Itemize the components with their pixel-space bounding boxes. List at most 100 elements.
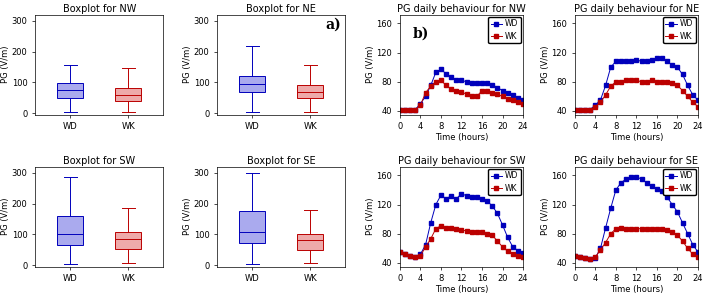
WD [658, 57, 666, 60]
WD [427, 84, 435, 87]
PathPatch shape [57, 83, 83, 98]
Y-axis label: PG (V/m): PG (V/m) [183, 198, 192, 235]
WK [478, 89, 486, 92]
Title: Boxplot for SE: Boxplot for SE [247, 156, 315, 166]
WK [519, 255, 527, 259]
WD [478, 81, 486, 84]
WK [406, 108, 415, 111]
WD [642, 181, 651, 185]
WD [627, 175, 635, 179]
Line: WK: WK [573, 226, 699, 260]
WK [498, 95, 507, 98]
WK [694, 255, 702, 259]
WD [647, 58, 656, 62]
WD [694, 250, 702, 254]
WD [591, 256, 599, 260]
WK [431, 227, 440, 230]
WD [601, 84, 610, 87]
WK [458, 228, 466, 232]
WD [467, 81, 476, 84]
WD [442, 197, 450, 200]
X-axis label: Time (hours): Time (hours) [610, 285, 663, 293]
WK [570, 254, 579, 258]
PathPatch shape [57, 216, 83, 245]
WD [586, 108, 594, 111]
WD [458, 192, 466, 195]
WK [694, 105, 702, 108]
WK [683, 247, 692, 250]
Title: Boxplot for NW: Boxplot for NW [63, 4, 136, 14]
WD [416, 102, 424, 105]
WK [401, 108, 410, 111]
WK [472, 231, 481, 234]
WK [658, 80, 666, 84]
WK [508, 253, 517, 256]
WD [627, 59, 635, 63]
WK [411, 255, 419, 259]
WK [591, 105, 599, 108]
WK [452, 89, 460, 92]
WD [576, 108, 584, 111]
WK [467, 230, 476, 233]
Line: WK: WK [398, 79, 525, 111]
WD [658, 190, 666, 193]
PathPatch shape [239, 211, 265, 243]
WK [401, 253, 410, 256]
WD [436, 68, 445, 71]
Title: PG daily behaviour for SW: PG daily behaviour for SW [398, 156, 525, 166]
WK [612, 80, 620, 84]
WD [689, 93, 697, 97]
WK [514, 254, 522, 258]
WK [416, 103, 424, 107]
WK [596, 248, 605, 252]
WD [514, 96, 522, 100]
WK [632, 79, 641, 82]
WD [612, 188, 620, 192]
WD [653, 57, 661, 60]
WD [472, 195, 481, 199]
WD [612, 59, 620, 63]
WD [396, 250, 404, 254]
WD [503, 91, 512, 95]
WD [678, 221, 687, 225]
Y-axis label: PG (V/m): PG (V/m) [183, 46, 192, 84]
WD [427, 221, 435, 225]
WK [488, 91, 496, 95]
WK [606, 84, 615, 88]
WD [647, 185, 656, 188]
Title: PG daily behaviour for NE: PG daily behaviour for NE [574, 4, 699, 14]
WK [678, 89, 687, 92]
WD [401, 108, 410, 111]
WK [668, 81, 677, 85]
WD [663, 195, 671, 199]
WK [637, 227, 646, 230]
WK [462, 93, 471, 96]
WK [436, 224, 445, 228]
WD [483, 81, 491, 85]
WD [617, 59, 625, 63]
WK [576, 108, 584, 111]
Line: WD: WD [573, 175, 699, 260]
WD [447, 194, 455, 197]
WD [483, 199, 491, 203]
Y-axis label: PG (V/m): PG (V/m) [366, 198, 375, 235]
WD [493, 212, 502, 215]
WD [663, 59, 671, 63]
Line: WD: WD [398, 68, 525, 111]
WD [570, 254, 579, 258]
WD [673, 210, 682, 214]
WK [622, 79, 630, 82]
WK [431, 80, 440, 84]
WD [632, 58, 641, 62]
X-axis label: Time (hours): Time (hours) [435, 133, 488, 142]
WK [503, 250, 512, 253]
WD [678, 73, 687, 76]
WK [422, 245, 430, 249]
Y-axis label: PG (V/m): PG (V/m) [541, 198, 550, 235]
WD [467, 195, 476, 199]
WD [442, 72, 450, 76]
WK [606, 232, 615, 236]
WD [452, 197, 460, 200]
WK [647, 227, 656, 230]
WK [570, 108, 579, 111]
